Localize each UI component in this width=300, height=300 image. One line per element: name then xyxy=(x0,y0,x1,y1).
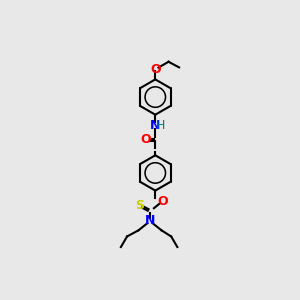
Text: S: S xyxy=(135,199,144,212)
Text: O: O xyxy=(141,133,152,146)
Text: O: O xyxy=(150,63,160,76)
Text: N: N xyxy=(145,214,155,227)
Text: H: H xyxy=(156,119,165,132)
Text: O: O xyxy=(158,195,168,208)
Text: N: N xyxy=(149,119,160,132)
